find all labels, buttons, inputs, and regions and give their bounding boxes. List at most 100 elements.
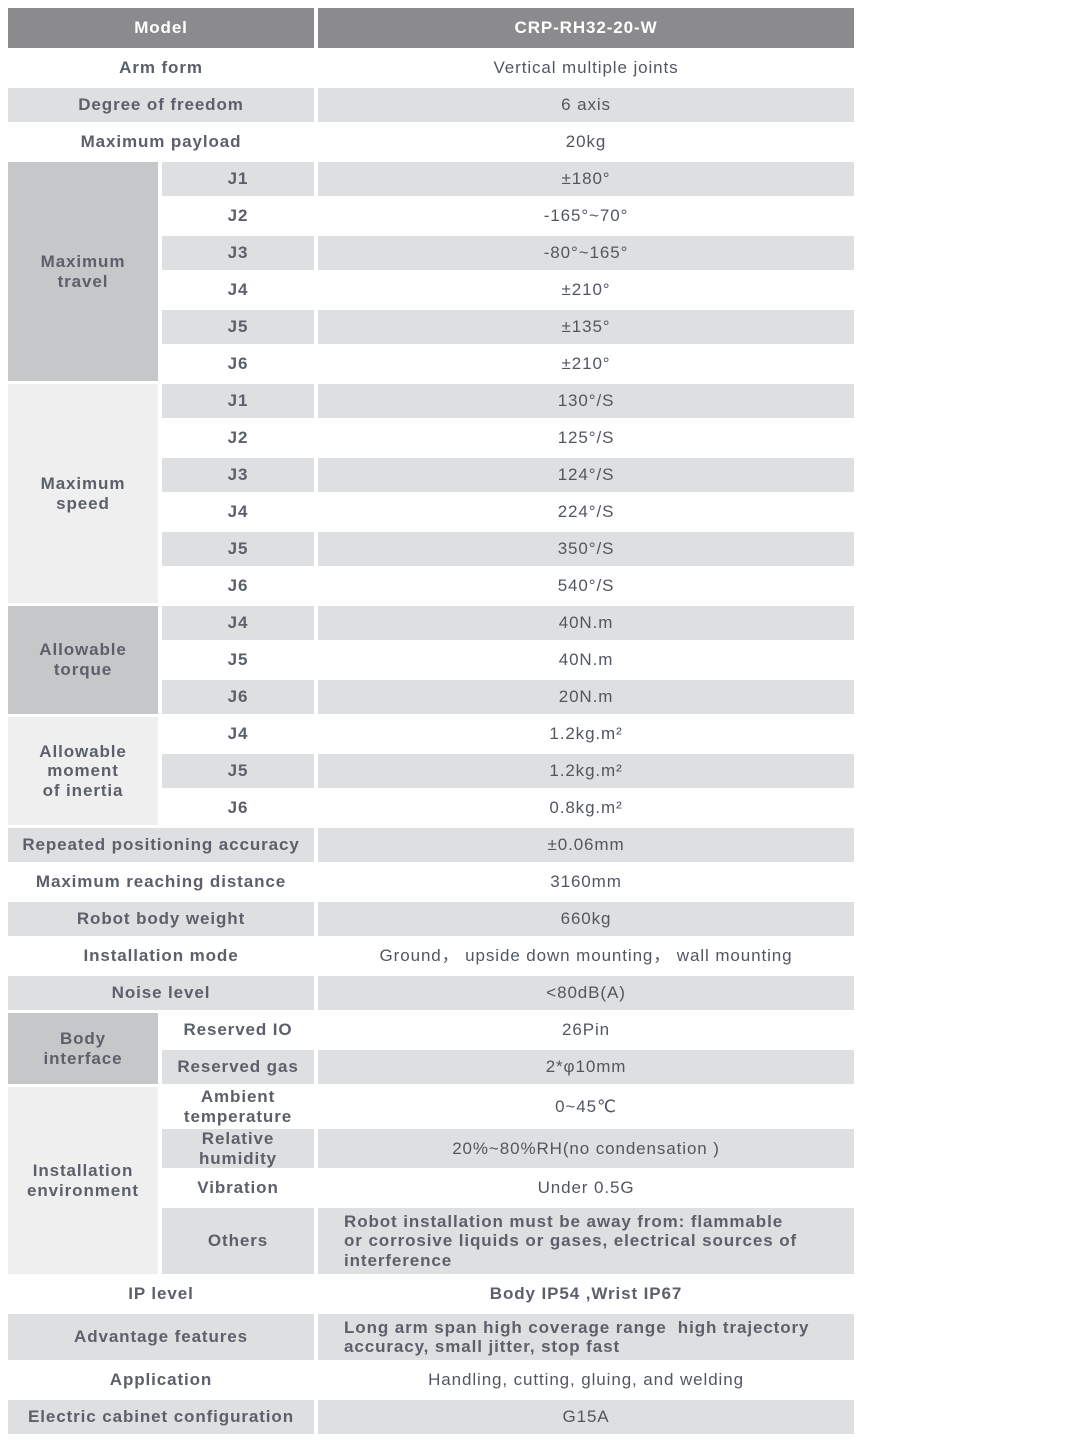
row-value-cell: ±0.06mm — [318, 828, 855, 862]
table-row: J5 1.2kg.m² — [8, 754, 855, 788]
table-row: Robot body weight 660kg — [8, 902, 855, 936]
sub-label-cell: J4 — [162, 717, 315, 751]
row-value-cell: Long arm span high coverage range high t… — [318, 1314, 855, 1361]
sub-label-cell: J1 — [162, 384, 315, 418]
row-value-cell: -80°~165° — [318, 236, 855, 270]
sub-label-cell: J5 — [162, 532, 315, 566]
table-row: J6 0.8kg.m² — [8, 791, 855, 825]
row-label-cell: Maximum payload — [8, 125, 315, 159]
row-label-cell: Noise level — [8, 976, 315, 1010]
table-row: Advantage features Long arm span high cov… — [8, 1314, 855, 1361]
sub-label-cell: J4 — [162, 273, 315, 307]
table-row: J5 ±135° — [8, 310, 855, 344]
sub-label-cell: J4 — [162, 606, 315, 640]
row-value-cell: 26Pin — [318, 1013, 855, 1047]
group-label-cell: Body interface — [8, 1013, 158, 1084]
row-value-cell: 125°/S — [318, 421, 855, 455]
sub-label-cell: J3 — [162, 458, 315, 492]
table-row: J5 40N.m — [8, 643, 855, 677]
table-row: IP level Body IP54 ,Wrist IP67 — [8, 1277, 855, 1312]
row-label-cell: Application — [8, 1363, 315, 1398]
group-label-cell: Allowable torque — [8, 606, 158, 714]
table-row: J6 540°/S — [8, 569, 855, 603]
row-value-cell: 2*φ10mm — [318, 1050, 855, 1084]
sub-label-cell: J2 — [162, 421, 315, 455]
row-label-cell: Advantage features — [8, 1314, 315, 1361]
table-header-row: Model CRP-RH32-20-W — [8, 8, 855, 48]
row-value-cell: 0~45℃ — [318, 1087, 855, 1127]
row-label-cell: Robot body weight — [8, 902, 315, 936]
table-row: Reserved gas 2*φ10mm — [8, 1050, 855, 1084]
row-value-cell: 1.2kg.m² — [318, 717, 855, 751]
table-row: J2 125°/S — [8, 421, 855, 455]
table-row: J5 350°/S — [8, 532, 855, 566]
table-row: J6 20N.m — [8, 680, 855, 714]
table-row: Allowable moment of inertia J4 1.2kg.m² — [8, 717, 855, 825]
row-label-cell: Repeated positioning accuracy — [8, 828, 315, 862]
header-model-cell: Model — [8, 8, 315, 48]
sub-label-cell: Others — [162, 1208, 315, 1275]
row-value-cell: 350°/S — [318, 532, 855, 566]
group-label-cell: Allowable moment of inertia — [8, 717, 158, 825]
row-value-cell: 130°/S — [318, 384, 855, 418]
sub-label-cell: J5 — [162, 310, 315, 344]
sub-label-cell: Relative humidity — [162, 1129, 315, 1169]
sub-label-cell: J6 — [162, 791, 315, 825]
table-row: Maximum travel J1 ±180° — [8, 162, 855, 381]
sub-label-cell: J5 — [162, 643, 315, 677]
row-value-cell: Handling, cutting, gluing, and welding — [318, 1363, 855, 1398]
row-value-cell: Robot installation must be away from: fl… — [318, 1208, 855, 1275]
table-row: J2 -165°~70° — [8, 199, 855, 233]
table-row: J4 ±210° — [8, 273, 855, 307]
row-label-cell: Degree of freedom — [8, 88, 315, 122]
table-row: Body interface Reserved IO 26Pin — [8, 1013, 855, 1084]
row-value-cell: 124°/S — [318, 458, 855, 492]
table-row: Arm form Vertical multiple joints — [8, 51, 855, 85]
sub-label-cell: J4 — [162, 495, 315, 529]
group-label-cell: Maximum speed — [8, 384, 158, 603]
sub-label-cell: Vibration — [162, 1171, 315, 1206]
table-row: Electric cabinet configuration G15A — [8, 1400, 855, 1435]
sub-label-cell: J2 — [162, 199, 315, 233]
sub-label-cell: Ambient temperature — [162, 1087, 315, 1127]
row-value-cell: 20%~80%RH(no condensation ) — [318, 1129, 855, 1169]
row-value-cell: G15A — [318, 1400, 855, 1435]
table-row: Repeated positioning accuracy ±0.06mm — [8, 828, 855, 862]
table-row: Others Robot installation must be away fr… — [8, 1208, 855, 1275]
row-value-cell: ±210° — [318, 347, 855, 381]
row-value-cell: 20kg — [318, 125, 855, 159]
row-value-cell: 40N.m — [318, 643, 855, 677]
row-value-cell: Vertical multiple joints — [318, 51, 855, 85]
row-value-cell: Ground， upside down mounting， wall mount… — [318, 939, 855, 973]
row-label-cell: Arm form — [8, 51, 315, 85]
spec-table: Model CRP-RH32-20-W Arm form Vertical multi… — [4, 5, 858, 1437]
table-row: J3 124°/S — [8, 458, 855, 492]
table-row: J3 -80°~165° — [8, 236, 855, 270]
row-label-cell: Maximum reaching distance — [8, 865, 315, 899]
row-value-cell: Body IP54 ,Wrist IP67 — [318, 1277, 855, 1312]
row-value-cell: ±180° — [318, 162, 855, 196]
header-model-number-cell: CRP-RH32-20-W — [318, 8, 855, 48]
row-value-cell: ±135° — [318, 310, 855, 344]
group-label-cell: Installation environment — [8, 1087, 158, 1275]
row-value-cell: 3160mm — [318, 865, 855, 899]
row-label-cell: Electric cabinet configuration — [8, 1400, 315, 1435]
sub-label-cell: J6 — [162, 680, 315, 714]
sub-label-cell: J3 — [162, 236, 315, 270]
table-row: Allowable torque J4 40N.m — [8, 606, 855, 714]
group-label-cell: Maximum travel — [8, 162, 158, 381]
row-value-cell: 224°/S — [318, 495, 855, 529]
row-label-cell: IP level — [8, 1277, 315, 1312]
table-row: Maximum reaching distance 3160mm — [8, 865, 855, 899]
row-value-cell: 660kg — [318, 902, 855, 936]
table-row: Application Handling, cutting, gluing, an… — [8, 1363, 855, 1398]
row-value-cell: Under 0.5G — [318, 1171, 855, 1206]
sub-label-cell: J6 — [162, 569, 315, 603]
table-row: Vibration Under 0.5G — [8, 1171, 855, 1206]
row-label-cell: Installation mode — [8, 939, 315, 973]
sub-label-cell: Reserved gas — [162, 1050, 315, 1084]
table-row: J6 ±210° — [8, 347, 855, 381]
table-row: Maximum speed J1 130°/S — [8, 384, 855, 603]
row-value-cell: 1.2kg.m² — [318, 754, 855, 788]
table-row: Installation environment Ambient temperat… — [8, 1087, 855, 1275]
